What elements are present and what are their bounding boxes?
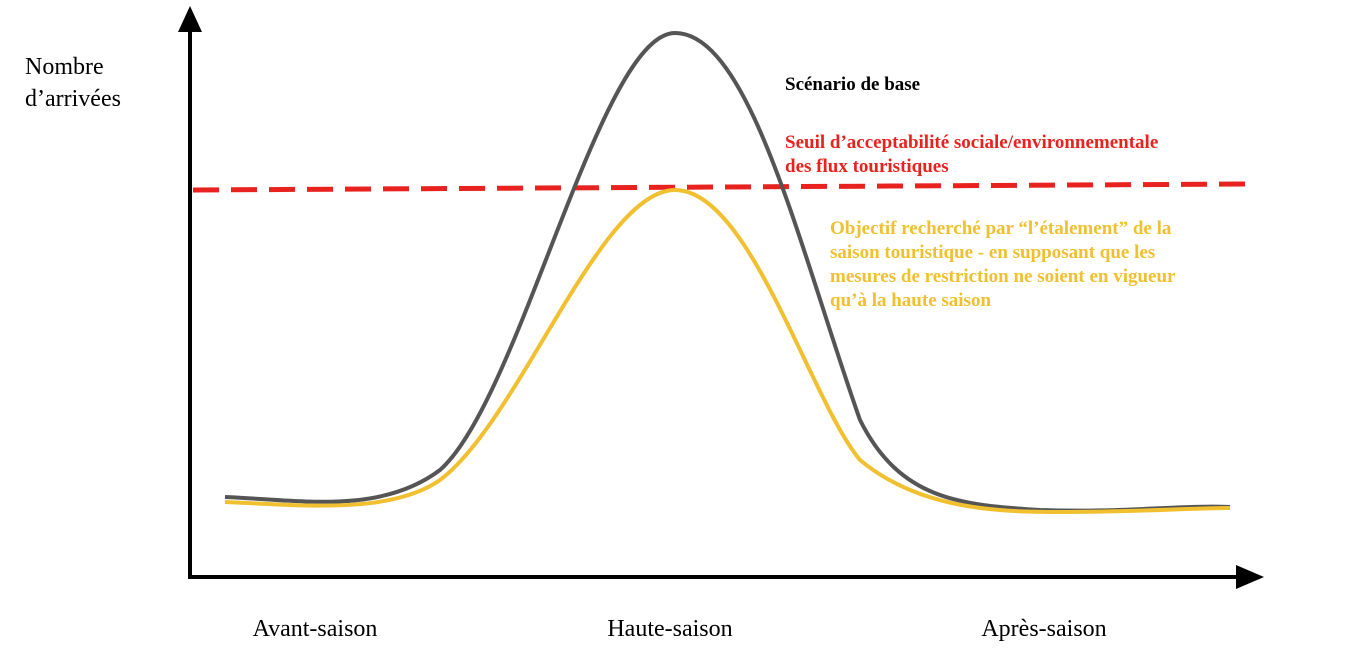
y-axis-arrow: [178, 6, 202, 32]
x-axis-label: Après-saison: [981, 616, 1106, 642]
x-axis-arrow: [1236, 565, 1264, 589]
objective-curve: [224, 187, 1231, 515]
legend-objective: mesures de restriction ne soient en vigu…: [830, 266, 1176, 287]
x-axis-label: Haute-saison: [607, 616, 732, 642]
y-axis-label: d’arrivées: [25, 86, 121, 112]
threshold-line: [192, 181, 1253, 193]
legend-objective: qu’à la haute saison: [830, 290, 991, 311]
legend-objective: Objectif recherché par “l’étalement” de …: [830, 218, 1172, 239]
legend-threshold: Seuil d’acceptabilité sociale/environnem…: [785, 132, 1158, 153]
legend-base: Scénario de base: [785, 74, 920, 95]
legend-objective: saison touristique - en supposant que le…: [830, 242, 1155, 263]
legend-threshold: des flux touristiques: [785, 156, 949, 177]
x-axis-label: Avant-saison: [253, 616, 378, 642]
y-axis-label: Nombre: [25, 54, 104, 80]
